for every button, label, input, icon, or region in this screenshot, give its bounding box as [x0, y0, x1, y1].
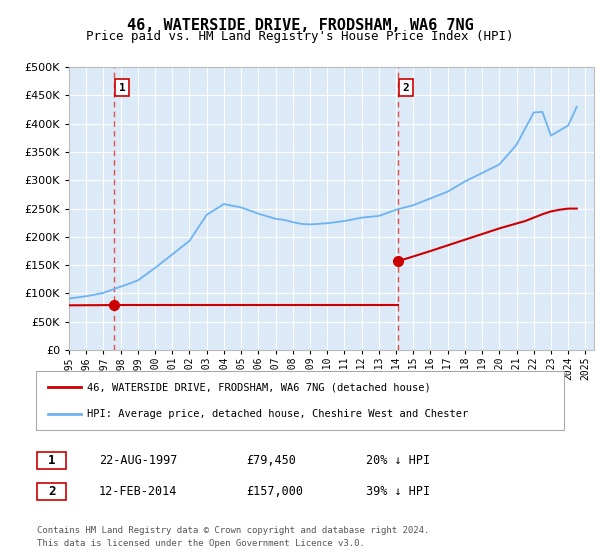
Text: 12-FEB-2014: 12-FEB-2014: [99, 485, 178, 498]
Text: 2: 2: [403, 83, 409, 93]
Text: 2: 2: [48, 485, 55, 498]
Text: 22-AUG-1997: 22-AUG-1997: [99, 454, 178, 467]
Text: 39% ↓ HPI: 39% ↓ HPI: [366, 485, 430, 498]
Text: 20% ↓ HPI: 20% ↓ HPI: [366, 454, 430, 467]
Text: 46, WATERSIDE DRIVE, FRODSHAM, WA6 7NG (detached house): 46, WATERSIDE DRIVE, FRODSHAM, WA6 7NG (…: [87, 382, 431, 392]
Text: This data is licensed under the Open Government Licence v3.0.: This data is licensed under the Open Gov…: [37, 539, 365, 548]
Text: 1: 1: [119, 83, 125, 93]
Text: HPI: Average price, detached house, Cheshire West and Chester: HPI: Average price, detached house, Ches…: [87, 409, 468, 419]
Text: Price paid vs. HM Land Registry's House Price Index (HPI): Price paid vs. HM Land Registry's House …: [86, 30, 514, 43]
Text: Contains HM Land Registry data © Crown copyright and database right 2024.: Contains HM Land Registry data © Crown c…: [37, 526, 430, 535]
Text: 1: 1: [48, 454, 55, 467]
Text: £79,450: £79,450: [246, 454, 296, 467]
Text: 46, WATERSIDE DRIVE, FRODSHAM, WA6 7NG: 46, WATERSIDE DRIVE, FRODSHAM, WA6 7NG: [127, 18, 473, 33]
Text: £157,000: £157,000: [246, 485, 303, 498]
